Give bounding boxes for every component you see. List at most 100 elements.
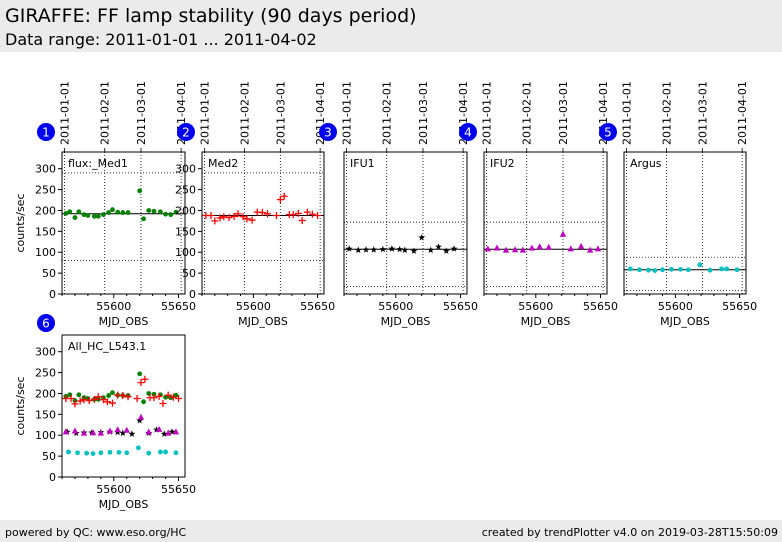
data-point — [493, 244, 501, 251]
page-title: GIRAFFE: FF lamp stability (90 days peri… — [5, 5, 417, 27]
series-argus — [628, 262, 740, 274]
data-point — [427, 246, 435, 254]
y-tick-label: 200 — [175, 204, 196, 217]
data-point — [75, 450, 80, 456]
x-tick-label: 55650 — [722, 300, 757, 313]
data-point — [90, 395, 98, 403]
date-tick-label: 2011-01-01 — [199, 81, 212, 145]
data-point — [158, 209, 163, 215]
data-point — [128, 430, 136, 437]
data-point — [586, 246, 594, 253]
data-point — [106, 393, 112, 398]
data-point — [345, 245, 353, 252]
data-point — [80, 396, 88, 404]
data-point — [137, 413, 145, 420]
x-tick-label: 55600 — [96, 483, 131, 496]
panel-label: flux:_Med1 — [68, 157, 128, 170]
data-point — [225, 214, 233, 222]
data-point — [123, 426, 130, 433]
panel-5: 2011-01-01 2011-02-01 2011-03-01 2011-04-01… — [599, 81, 757, 328]
panel-label: All_HC_L543.1 — [68, 340, 146, 353]
y-tick-label: 100 — [35, 246, 56, 259]
data-point — [71, 427, 79, 434]
data-point — [145, 428, 152, 435]
plot-frame — [343, 151, 468, 295]
data-point — [258, 209, 266, 217]
data-point — [216, 214, 224, 222]
data-point — [90, 451, 96, 457]
data-point — [410, 247, 418, 254]
data-point — [172, 428, 180, 435]
data-point — [289, 211, 297, 219]
data-point — [594, 245, 602, 252]
panel-label: Argus — [630, 157, 662, 170]
data-point — [401, 246, 409, 254]
date-tick-label: 2011-02-01 — [381, 81, 394, 145]
plots-area: 2011-01-01 2011-02-01 2011-03-01 2011-04-01… — [14, 81, 757, 511]
data-point — [151, 208, 157, 214]
data-point — [697, 262, 703, 268]
date-tick-label: 2011-02-01 — [99, 81, 112, 145]
panel-number-badge — [319, 123, 337, 141]
data-point — [106, 210, 112, 215]
data-point — [536, 243, 543, 250]
data-point — [484, 245, 492, 252]
data-point — [115, 209, 121, 215]
series-med2 — [202, 192, 322, 225]
data-point — [76, 209, 82, 215]
panel-3: 2011-01-01 2011-02-01 2011-03-01 2011-04-01… — [319, 81, 478, 328]
data-point — [81, 212, 87, 218]
data-point — [303, 208, 311, 216]
x-tick-label: 55600 — [236, 300, 271, 313]
page-subtitle: Data range: 2011-01-01 ... 2011-04-02 — [5, 30, 317, 49]
panel-number: 1 — [42, 126, 50, 140]
y-axis-label: counts/sec — [14, 376, 27, 435]
panel-2: 2011-01-01 2011-02-01 2011-03-01 2011-04-01… — [175, 81, 335, 328]
plot-frame — [61, 334, 186, 478]
plot-frame — [201, 151, 325, 295]
data-point — [646, 267, 651, 273]
panel-number: 5 — [604, 126, 612, 140]
y-tick-label: 50 — [42, 450, 56, 463]
data-point — [84, 450, 89, 456]
data-point — [724, 266, 730, 272]
data-point — [150, 394, 158, 402]
data-point — [234, 210, 242, 218]
data-point — [136, 417, 144, 424]
data-point — [146, 450, 152, 456]
header-bar — [0, 0, 782, 52]
data-point — [164, 429, 172, 436]
data-point — [103, 398, 111, 406]
data-point — [168, 212, 174, 218]
data-point — [577, 242, 585, 249]
data-point — [124, 450, 130, 456]
data-point — [94, 393, 102, 401]
data-point — [91, 213, 97, 219]
data-point — [243, 215, 251, 223]
plot-frame — [483, 151, 608, 295]
x-axis-label: MJD_OBS — [99, 498, 149, 511]
data-point — [155, 392, 163, 400]
date-tick-label: 2011-03-01 — [557, 81, 570, 145]
y-tick-label: 0 — [189, 288, 196, 301]
panel-number: 3 — [324, 126, 332, 140]
date-tick-label: 2011-01-01 — [59, 81, 72, 145]
date-tick-label: 2011-03-01 — [135, 81, 148, 145]
data-point — [124, 393, 132, 401]
data-point — [97, 429, 105, 436]
data-point — [294, 209, 302, 217]
x-tick-label: 55650 — [161, 300, 196, 313]
footer-credit: powered by QC: www.eso.org/HC — [5, 526, 187, 539]
data-point — [164, 391, 172, 399]
data-point — [98, 450, 104, 456]
y-tick-label: 200 — [35, 387, 56, 400]
x-axis-label: MJD_OBS — [521, 315, 571, 328]
y-tick-label: 250 — [175, 184, 196, 197]
y-tick-label: 0 — [49, 288, 56, 301]
footer-created: created by trendPlotter v4.0 on 2019-03-… — [481, 526, 778, 539]
data-point — [442, 247, 450, 254]
footer-bar — [0, 520, 782, 542]
panel-label: IFU1 — [350, 157, 375, 170]
y-tick-label: 300 — [175, 163, 196, 176]
data-point — [119, 429, 127, 437]
